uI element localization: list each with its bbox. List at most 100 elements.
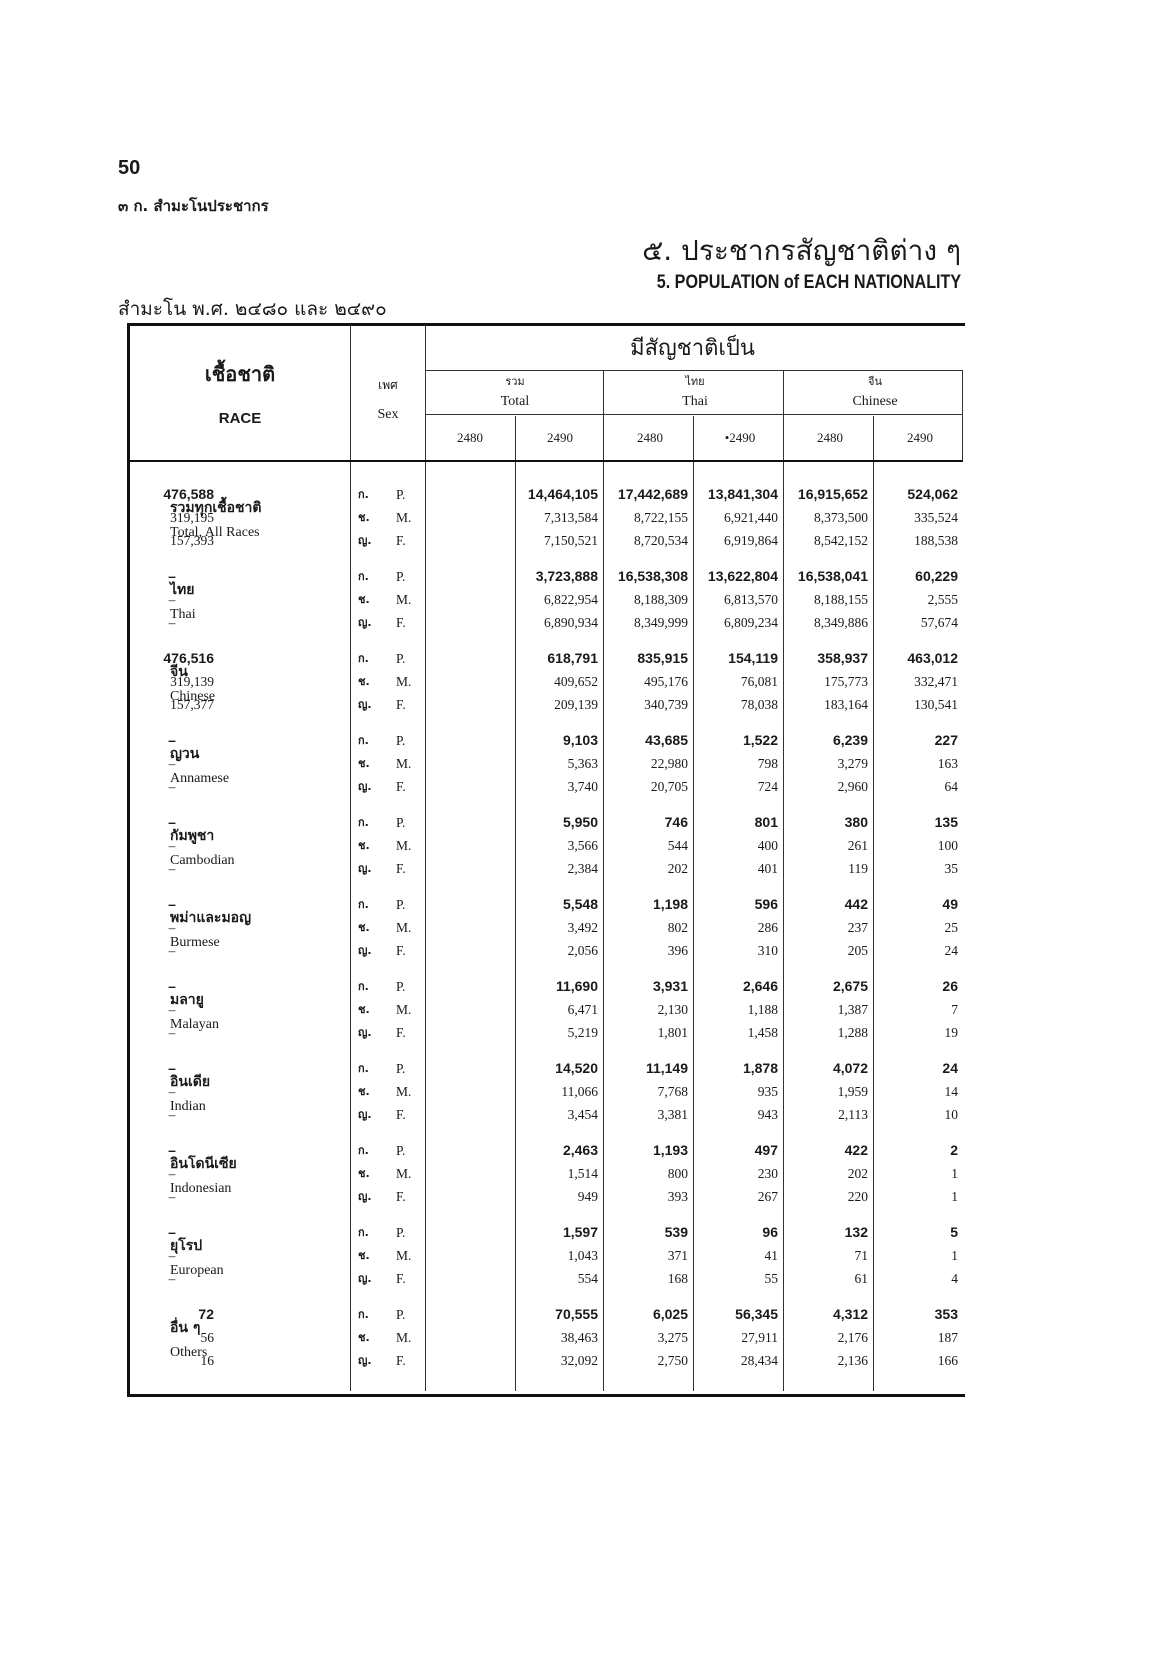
race-name-thai: อินเดีย — [170, 1074, 211, 1090]
table-cell: 6,809,234 — [724, 615, 778, 630]
table-cell: 554 — [577, 1271, 598, 1286]
group-header: Total — [500, 394, 530, 409]
table-cell: 1 — [951, 1166, 958, 1181]
sex-label-thai: ญ. — [358, 1026, 372, 1039]
race-name-thai: อินโดนีเซีย — [170, 1156, 237, 1172]
table-cell: 401 — [757, 861, 778, 876]
table-cell: 57,674 — [920, 615, 958, 630]
race-name-thai: กัมพูชา — [170, 828, 215, 844]
table-cell: 13,841,304 — [707, 486, 778, 502]
table-cell: 157,377 — [170, 697, 214, 712]
sex-label: P. — [396, 1061, 406, 1076]
table-cell: 396 — [667, 943, 688, 958]
race-header: RACE — [218, 410, 262, 427]
sex-label: F. — [396, 943, 406, 958]
table-cell: 1,522 — [742, 732, 778, 748]
table-cell: 14,520 — [555, 1060, 598, 1076]
table-title-english: 5. POPULATION of EACH NATIONALITY — [656, 272, 961, 293]
table-cell: 227 — [934, 732, 958, 748]
table-cell: – — [168, 1084, 176, 1099]
sex-label: M. — [396, 920, 412, 935]
table-cell: 154,119 — [728, 650, 778, 666]
table-cell: 132 — [844, 1224, 868, 1240]
sex-label-thai: ก. — [358, 1062, 369, 1075]
table-cell: 27,911 — [741, 1330, 778, 1345]
sex-label: P. — [396, 651, 406, 666]
table-cell: 319,195 — [170, 510, 214, 525]
race-name: Burmese — [170, 935, 220, 950]
table-cell: 746 — [664, 814, 688, 830]
table-cell: 335,524 — [914, 510, 958, 525]
table-cell: 3,723,888 — [535, 568, 598, 584]
table-cell: 1,458 — [747, 1025, 778, 1040]
table-cell: 56 — [200, 1330, 215, 1345]
sex-label: M. — [396, 1166, 412, 1181]
table-cell: 380 — [844, 814, 868, 830]
sex-label: M. — [396, 510, 412, 525]
table-cell: 16 — [200, 1353, 215, 1368]
table-cell: 2,136 — [837, 1353, 868, 1368]
table-cell: 3,381 — [657, 1107, 688, 1122]
table-cell: 202 — [667, 861, 688, 876]
table-cell: 6,919,864 — [724, 533, 778, 548]
table-cell: 220 — [847, 1189, 868, 1204]
table-cell: 14,464,105 — [527, 486, 598, 502]
population-table: เชื้อชาติ RACE เพศ Sex มีสัญชาติเป็น รวม… — [127, 323, 965, 1397]
table-cell: 2,675 — [832, 978, 868, 994]
sex-label: M. — [396, 756, 412, 771]
table-cell: 353 — [934, 1306, 958, 1322]
table-cell: 6,471 — [567, 1002, 598, 1017]
sex-label: F. — [396, 533, 406, 548]
table-cell: 6,813,570 — [724, 592, 778, 607]
table-cell: 8,349,886 — [814, 615, 868, 630]
race-header-thai: เชื้อชาติ — [204, 362, 276, 386]
column-divider — [350, 326, 351, 1391]
table-cell: 166 — [937, 1353, 958, 1368]
sex-label-thai: ช. — [358, 1003, 370, 1016]
table-cell: 798 — [757, 756, 778, 771]
sex-label-thai: ก. — [358, 734, 369, 747]
sex-label: P. — [396, 569, 406, 584]
sex-label-thai: ก. — [358, 980, 369, 993]
sex-label-thai: ญ. — [358, 1354, 372, 1367]
sex-label: P. — [396, 815, 406, 830]
table-cell: 358,937 — [817, 650, 868, 666]
table-cell: 393 — [667, 1189, 688, 1204]
table-cell: 6,025 — [652, 1306, 688, 1322]
table-cell: 13,622,804 — [707, 568, 778, 584]
table-cell: 43,685 — [645, 732, 688, 748]
sex-label-thai: ก. — [358, 1144, 369, 1157]
table-cell: 11,149 — [645, 1060, 688, 1076]
table-cell: 1,801 — [657, 1025, 688, 1040]
table-cell: 188,538 — [914, 533, 958, 548]
table-cell: 1,288 — [837, 1025, 868, 1040]
sex-label-thai: ก. — [358, 488, 369, 501]
column-divider — [783, 370, 784, 1391]
table-cell: 64 — [944, 779, 959, 794]
table-cell: 8,542,152 — [814, 533, 868, 548]
table-cell: 17,442,689 — [617, 486, 688, 502]
header-rule — [425, 370, 963, 371]
table-cell: 41 — [764, 1248, 779, 1263]
race-name: Indian — [170, 1099, 206, 1114]
table-cell: 261 — [847, 838, 868, 853]
table-cell: – — [168, 568, 176, 584]
table-cell: 10 — [944, 1107, 959, 1122]
table-cell: 935 — [757, 1084, 778, 1099]
table-cell: 800 — [667, 1166, 688, 1181]
sex-label: F. — [396, 1025, 406, 1040]
table-cell: 20,705 — [650, 779, 688, 794]
table-cell: 2,113 — [838, 1107, 868, 1122]
sex-label: M. — [396, 1330, 412, 1345]
sex-label-thai: ก. — [358, 570, 369, 583]
table-cell: – — [168, 1271, 176, 1286]
table-cell: 497 — [754, 1142, 778, 1158]
table-cell: 205 — [847, 943, 868, 958]
table-cell: 6,239 — [832, 732, 868, 748]
header-rule — [130, 460, 963, 462]
race-name-thai: ญวน — [170, 746, 200, 762]
column-divider — [873, 416, 874, 1391]
table-cell: 19 — [944, 1025, 959, 1040]
table-cell: 16,538,041 — [797, 568, 868, 584]
table-cell: 495,176 — [644, 674, 688, 689]
